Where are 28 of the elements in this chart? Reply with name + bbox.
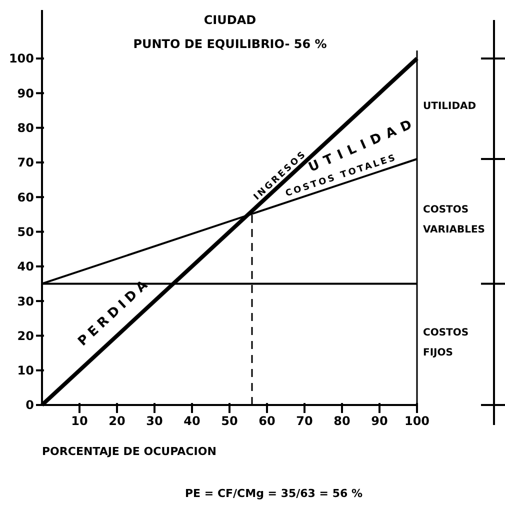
y-tick-label: 40 <box>17 260 34 274</box>
chart-title: CIUDAD <box>204 13 256 27</box>
y-tick-label: 30 <box>17 294 34 308</box>
y-tick-label: 70 <box>17 156 34 170</box>
y-tick-label: 80 <box>17 121 34 136</box>
x-tick-label: 50 <box>221 414 238 428</box>
x-tick-label: 40 <box>184 414 200 428</box>
text: PUNTO DE EQUILIBRIO- 56 % <box>133 37 327 51</box>
x-tick-label: 20 <box>108 414 126 428</box>
x-tick-label: 70 <box>296 414 313 428</box>
y-tick-label: 60 <box>17 190 34 204</box>
y-tick-label: 100 <box>8 52 34 66</box>
y-tick-label: 20 <box>17 328 34 343</box>
y-tick-label: 90 <box>17 86 34 100</box>
y-tick-label: 50 <box>17 224 34 239</box>
text: COSTOS VARIABLES <box>423 204 485 236</box>
x-axis-title: PORCENTAJE DE OCUPACION <box>42 445 216 458</box>
x-tick-label: 80 <box>334 414 350 428</box>
x-tick-label: 100 <box>404 414 430 428</box>
x-tick-label: 10 <box>71 414 88 428</box>
x-tick-label: 60 <box>258 414 276 428</box>
x-tick-label: 90 <box>371 414 388 428</box>
text: COSTOS FIJOS <box>423 327 469 358</box>
y-tick-label: 0 <box>26 398 34 412</box>
x-tick-label: 30 <box>146 414 163 428</box>
y-tick-label: 10 <box>17 364 34 378</box>
text: UTILIDAD <box>423 100 476 112</box>
text: PE = CF/CMg = 35/63 = 56 % <box>185 487 362 500</box>
